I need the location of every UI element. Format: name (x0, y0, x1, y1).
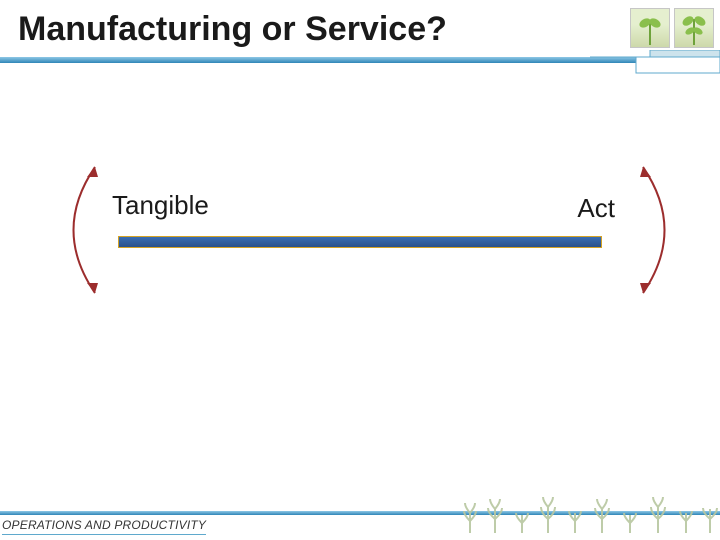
balance-left-label: Tangible (112, 190, 209, 221)
plant-icon (674, 8, 714, 48)
page-title: Manufacturing or Service? (18, 10, 447, 49)
arc-right-icon (628, 155, 698, 305)
balance-diagram: Tangible Act (0, 190, 720, 390)
arc-left-icon (40, 155, 110, 305)
plant-icon (630, 8, 670, 48)
balance-right-label: Act (577, 193, 615, 224)
footer-label: OPERATIONS AND PRODUCTIVITY (2, 518, 206, 535)
corner-decor (630, 8, 714, 48)
slide: Manufacturing or Service? (0, 0, 720, 540)
grass-decor (460, 495, 720, 537)
corner-notch-decor (590, 50, 720, 80)
